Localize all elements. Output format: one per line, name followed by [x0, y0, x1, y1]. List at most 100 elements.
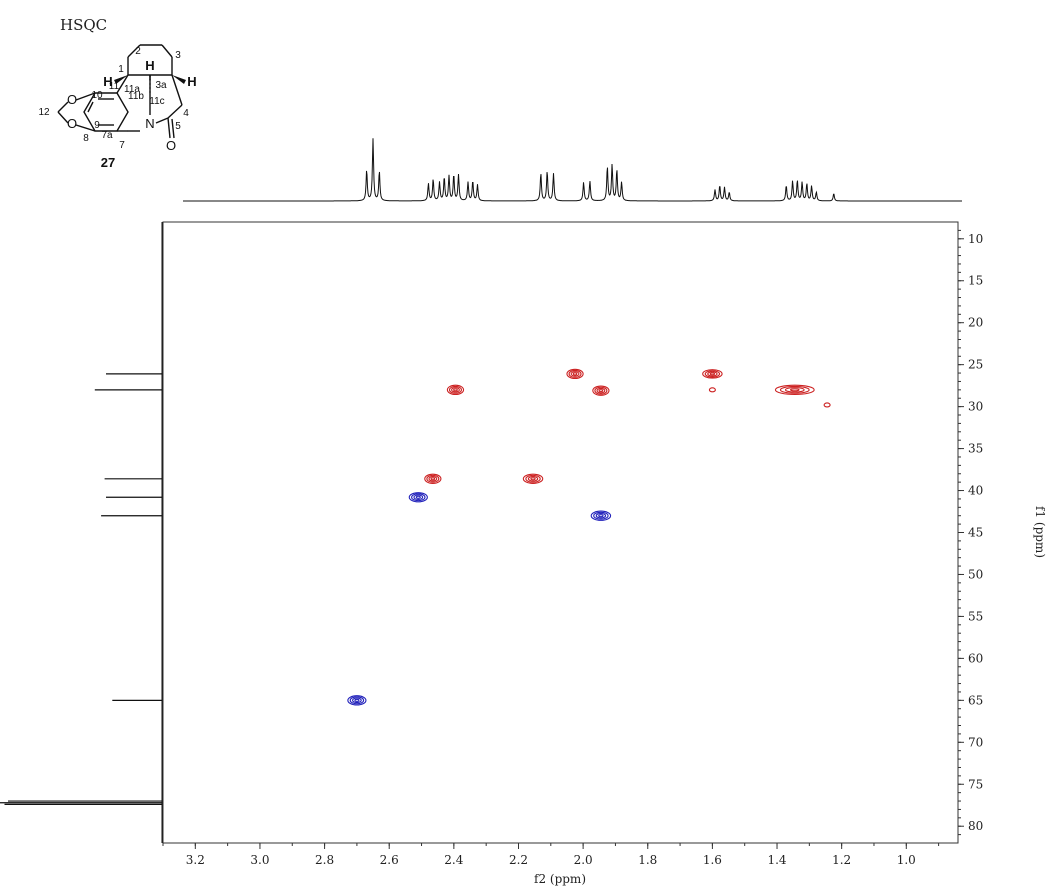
- svg-text:12: 12: [38, 107, 50, 118]
- contour-peak: [408, 492, 428, 503]
- contour-level: [453, 388, 458, 392]
- x-tick-label: 2.0: [574, 853, 593, 867]
- contour-level: [596, 387, 606, 394]
- contour-peak: [522, 473, 544, 484]
- contour-level: [430, 477, 436, 481]
- contour-level: [593, 511, 609, 520]
- y-tick-label: 55: [968, 609, 983, 623]
- y-tick-label: 10: [968, 232, 983, 246]
- svg-text:3: 3: [175, 50, 181, 61]
- contour-level: [413, 494, 424, 501]
- contour-level: [408, 492, 428, 503]
- y-tick-label: 40: [968, 484, 983, 498]
- contour-level: [451, 387, 460, 393]
- svg-text:O: O: [166, 138, 176, 153]
- heteroatom-labels: O O N O: [67, 92, 176, 153]
- hsqc-contours: [347, 368, 831, 706]
- contour-level: [448, 385, 462, 394]
- contour-level: [527, 476, 539, 482]
- svg-text:11a: 11a: [124, 84, 140, 95]
- y-tick-label: 25: [968, 358, 983, 372]
- y-tick-label: 80: [968, 819, 983, 833]
- svg-text:H: H: [187, 74, 196, 89]
- x-tick-label: 2.4: [444, 853, 463, 867]
- y-tick-label: 20: [968, 316, 983, 330]
- svg-text:1: 1: [118, 64, 124, 75]
- contour-level: [774, 384, 815, 396]
- contour-peak: [702, 369, 723, 379]
- contour-peak: [347, 695, 367, 706]
- f2-projection-spectrum: [183, 138, 962, 202]
- svg-text:5: 5: [175, 121, 181, 132]
- svg-text:7: 7: [119, 140, 125, 151]
- atom-number-labels: 1 2 3 3a 4 5 7 7a 8 9 10 11 11a 11b 11c …: [38, 46, 189, 151]
- svg-text:O: O: [67, 92, 77, 107]
- plot-frame: [162, 221, 959, 844]
- svg-text:7a: 7a: [101, 130, 113, 141]
- svg-text:H: H: [145, 58, 154, 73]
- svg-text:11c: 11c: [149, 96, 164, 107]
- y-tick-label: 50: [968, 567, 983, 581]
- contour-level: [352, 697, 362, 704]
- x-axis: 3.2 3.0 2.8 2.6 2.4 2.2 2.0 1.8 1.6 1.4 1.2 1.0: [162, 843, 940, 867]
- contour-level: [590, 510, 612, 521]
- contour-level: [424, 473, 442, 484]
- contour-peak: [823, 402, 831, 408]
- contour-level: [415, 495, 421, 499]
- x-tick-label: 1.2: [832, 853, 851, 867]
- y-tick-label: 60: [968, 651, 983, 665]
- contour-peak: [424, 473, 442, 484]
- x-tick-label: 2.6: [380, 853, 399, 867]
- svg-text:11: 11: [109, 81, 120, 92]
- svg-text:10: 10: [91, 90, 103, 101]
- x-tick-label: 1.6: [703, 853, 722, 867]
- f2-projection-trace: [183, 138, 962, 202]
- contour-level: [570, 371, 580, 377]
- contour-level: [709, 372, 716, 376]
- x-tick-label: 3.2: [186, 853, 205, 867]
- contour-peak: [590, 510, 612, 521]
- svg-text:2: 2: [135, 46, 141, 57]
- x-tick-label: 1.0: [897, 853, 916, 867]
- contour-level: [595, 512, 607, 519]
- contour-peak: [592, 385, 610, 396]
- x-tick-label: 2.8: [315, 853, 334, 867]
- chart-title: HSQC: [60, 16, 107, 34]
- contour-level: [347, 695, 367, 706]
- contour-level: [428, 476, 438, 482]
- x-tick-label: 1.8: [638, 853, 657, 867]
- y-tick-label: 65: [968, 693, 983, 707]
- contour-level: [707, 371, 718, 377]
- contour-peak: [566, 368, 584, 380]
- contour-level: [349, 696, 365, 705]
- y-tick-label: 45: [968, 526, 983, 540]
- contour-level: [354, 698, 360, 702]
- contour-level: [598, 514, 604, 518]
- y-tick-label: 70: [968, 735, 983, 749]
- x-tick-label: 1.4: [767, 853, 786, 867]
- contour-level: [784, 387, 805, 393]
- y-tick-label: 75: [968, 777, 983, 791]
- contour-level: [568, 369, 582, 378]
- y-tick-label: 15: [968, 274, 983, 288]
- x-tick-label: 3.0: [250, 853, 269, 867]
- contour-level: [594, 386, 608, 395]
- y-tick-label: 35: [968, 442, 983, 456]
- svg-text:N: N: [145, 116, 154, 131]
- contour-level: [530, 477, 536, 481]
- contour-peak: [774, 384, 815, 396]
- contour-level: [823, 402, 831, 408]
- y-axis: 10 15 20 25 30 35 40 45 50 55 60 65 70 75 80: [958, 229, 983, 836]
- y-axis-label: f1 (ppm): [1033, 506, 1046, 558]
- contour-peak: [446, 384, 465, 396]
- structure-bonds: [57, 44, 183, 139]
- x-tick-label: 2.2: [509, 853, 528, 867]
- contour-level: [779, 385, 810, 394]
- contour-level: [708, 387, 716, 393]
- contour-peak: [708, 387, 716, 393]
- contour-level: [566, 368, 584, 380]
- svg-text:9: 9: [94, 120, 100, 131]
- x-axis-label: f2 (ppm): [534, 872, 586, 886]
- stereo-wedges: [114, 75, 186, 84]
